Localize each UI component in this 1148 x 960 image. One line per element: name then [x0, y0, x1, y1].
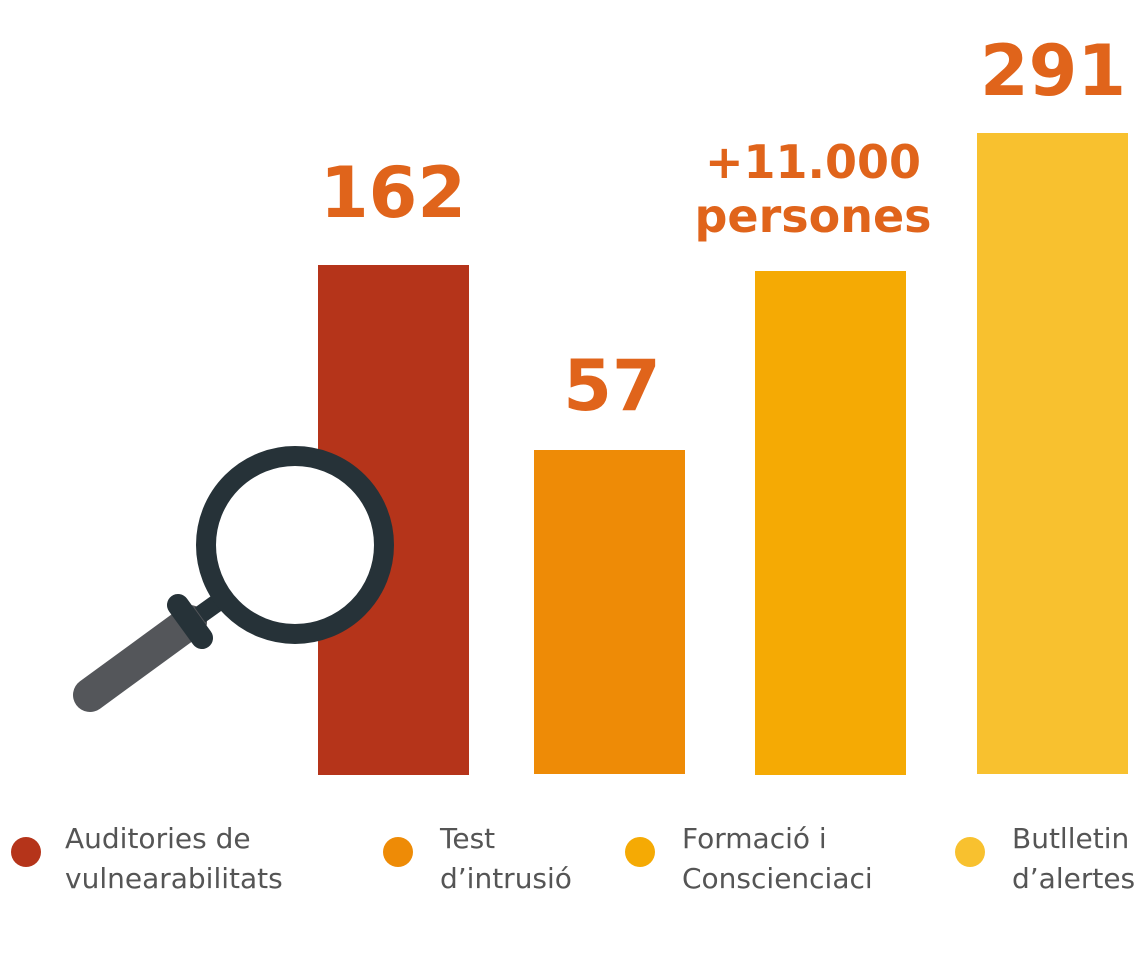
- legend-dot: [625, 837, 655, 867]
- legend-dot: [11, 837, 41, 867]
- magnifier-icon: [73, 446, 394, 712]
- legend-text: d’alertes: [1012, 862, 1135, 895]
- legend-text: Formació i: [682, 822, 827, 855]
- value-label: persones: [694, 189, 931, 243]
- legend-dot: [383, 837, 413, 867]
- value-label: 291: [980, 30, 1126, 112]
- legend-text: Test: [439, 822, 495, 855]
- value-label: 162: [320, 152, 466, 234]
- legend-dot: [955, 837, 985, 867]
- bar: [755, 271, 906, 775]
- value-label: 57: [563, 345, 660, 427]
- legend-text: Conscienciaci: [682, 862, 873, 895]
- bar: [977, 133, 1128, 774]
- value-label: +11.000: [705, 135, 921, 189]
- legend-text: vulnearabilitats: [65, 862, 283, 895]
- bar: [534, 450, 685, 774]
- legend-text: d’intrusió: [440, 862, 572, 895]
- legend-text: Butlletin: [1012, 822, 1129, 855]
- legend-text: Auditories de: [65, 822, 251, 855]
